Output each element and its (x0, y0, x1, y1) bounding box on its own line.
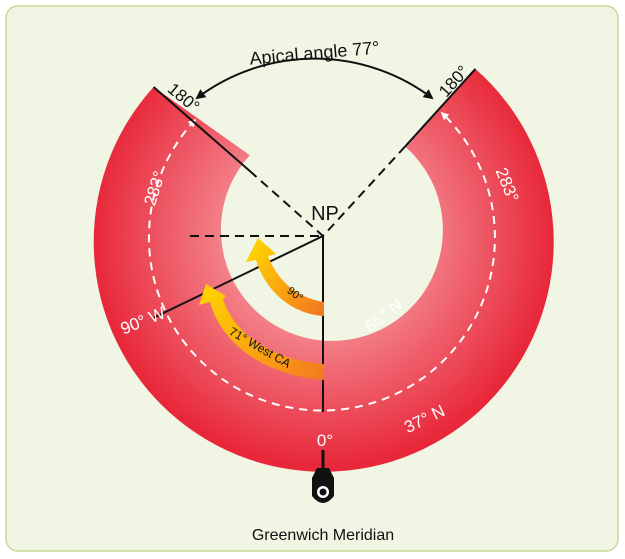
meridian-left-solid (152, 86, 251, 172)
cone-ring (93, 68, 554, 472)
center-np-label: NP (311, 203, 339, 225)
apical-angle-arc (195, 57, 434, 100)
meridian-left-dashed (249, 170, 324, 237)
meridian-right-dashed (322, 145, 406, 237)
arrow-71-west-ca (199, 284, 324, 380)
greenwich-meridian-label: Greenwich Meridian (252, 527, 394, 544)
arrow-90-degree (246, 238, 324, 316)
meridian-right-solid (404, 68, 477, 148)
bottom-degree-label: 0° (317, 431, 333, 450)
parallel-arc-dashed (147, 111, 496, 412)
meridian-90w (152, 235, 324, 319)
pivot-knob-icon (312, 450, 334, 503)
